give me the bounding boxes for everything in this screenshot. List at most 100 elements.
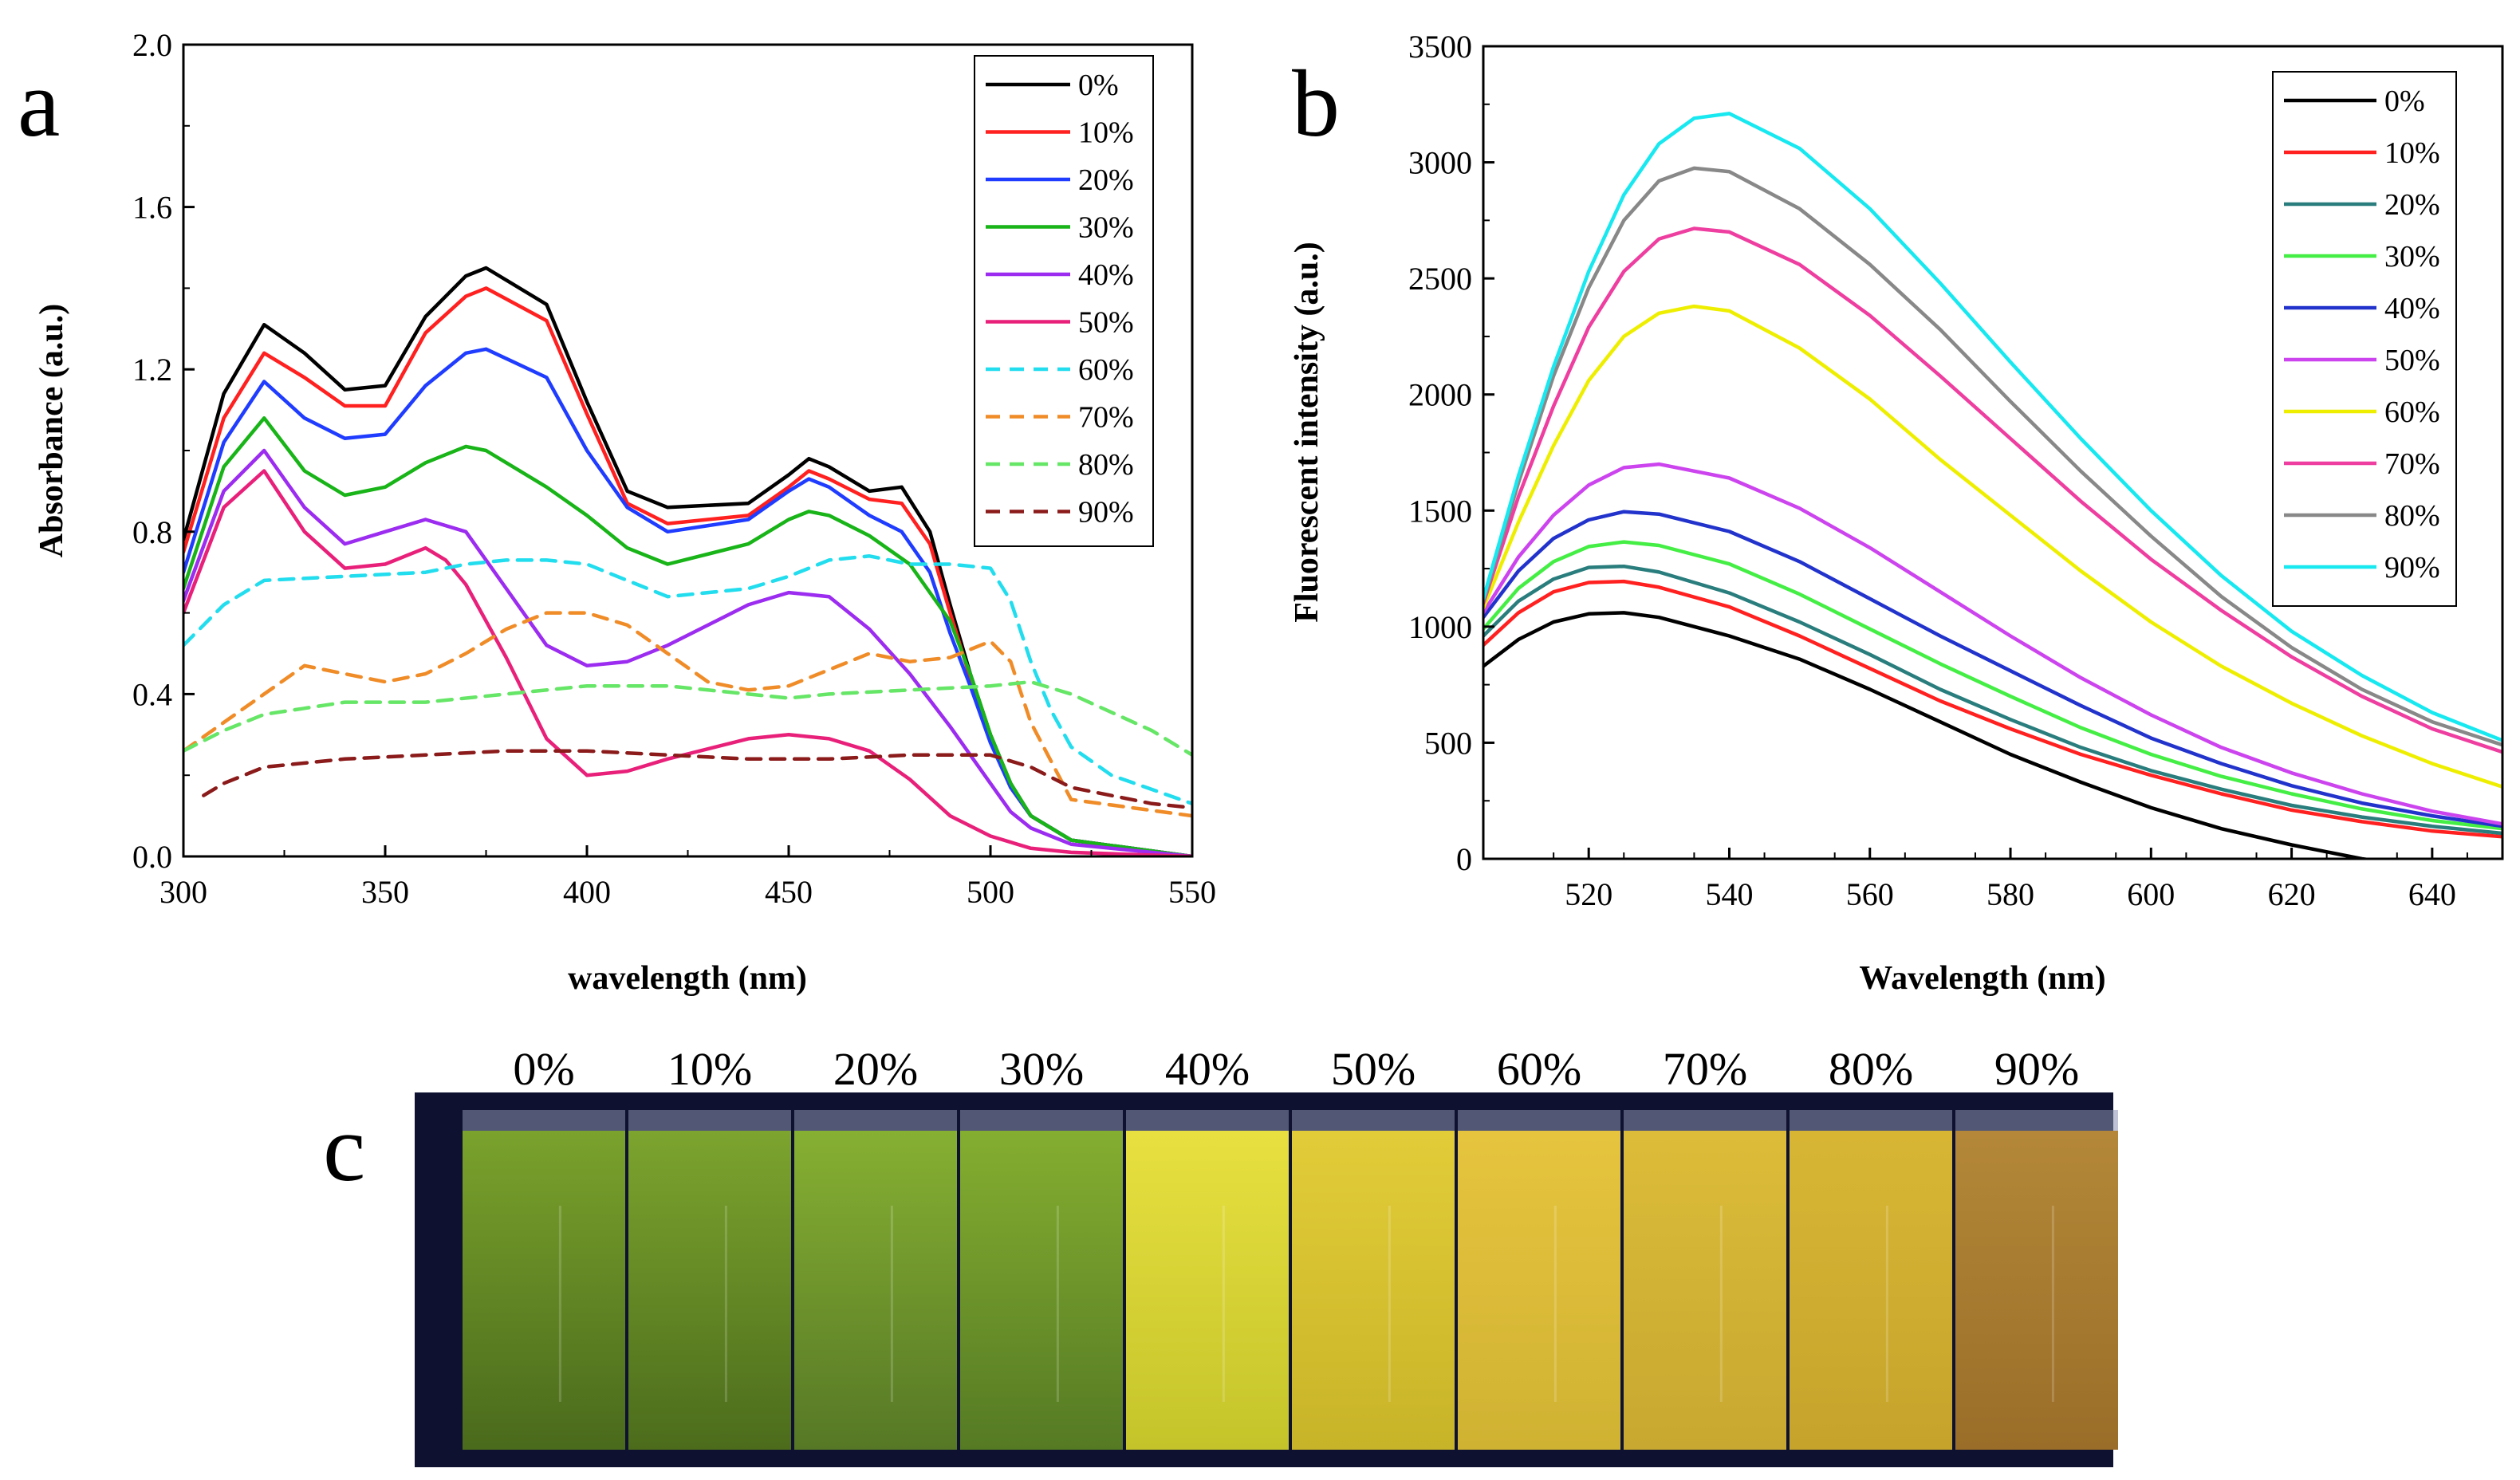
legend-label: 10% (2384, 136, 2440, 170)
vial-cap (1458, 1110, 1620, 1131)
x-tick-label: 450 (765, 874, 813, 910)
vial-liquid (1126, 1131, 1289, 1450)
series-line-80pct (183, 679, 1192, 758)
fluorescence-chart: Wavelength (nm) Fluorescent intensity (a… (1289, 29, 2504, 997)
series-line-50pct (1483, 462, 2502, 826)
x-tick-label: 520 (1565, 876, 1612, 912)
panel-letter-c: c (323, 1095, 365, 1201)
legend-label: 90% (2384, 551, 2440, 585)
x-tick-label: 640 (2408, 876, 2456, 912)
legend-label: 60% (2384, 396, 2440, 429)
y-tick-label: 2.0 (132, 27, 172, 63)
x-tick-label: 500 (967, 874, 1014, 910)
y-tick-label: 1.6 (132, 190, 172, 226)
series-line-40pct (183, 448, 1192, 856)
x-tick-label: 600 (2127, 876, 2175, 912)
y-tick-label: 2500 (1408, 261, 1472, 297)
legend-label: 80% (2384, 499, 2440, 533)
vial-liquid (1624, 1131, 1786, 1450)
x-tick-label: 580 (1986, 876, 2034, 912)
series-line-70pct (183, 611, 1192, 818)
series-line-60pct (1483, 304, 2502, 789)
vial-label: 10% (667, 1043, 752, 1095)
vial-liquid (1790, 1131, 1952, 1450)
legend-label: 20% (1078, 163, 1134, 197)
vial-liquid (628, 1131, 791, 1450)
series-line-80pct (1483, 166, 2502, 747)
vial-liquid (794, 1131, 957, 1450)
vial-label: 80% (1829, 1043, 1913, 1095)
legend-label: 70% (1078, 401, 1134, 435)
y-tick-label: 3500 (1408, 29, 1472, 65)
legend-label: 10% (1078, 116, 1134, 150)
vial-cap (1126, 1110, 1289, 1131)
vial-cap (1955, 1110, 2118, 1131)
x-tick-label: 540 (1705, 876, 1753, 912)
vial-cap (1790, 1110, 1952, 1131)
y-tick-label: 1.2 (132, 352, 172, 388)
series-line-0pct (1483, 611, 2376, 859)
panel-letter-b: b (1292, 50, 1340, 156)
series-line-70pct (1483, 226, 2502, 754)
chart-b-xlabel: Wavelength (nm) (1859, 960, 2105, 997)
y-tick-label: 1500 (1408, 493, 1472, 529)
vial-liquid (463, 1131, 625, 1450)
vial-label: 70% (1663, 1043, 1747, 1095)
vial-label: 30% (999, 1043, 1084, 1095)
legend-label: 70% (2384, 447, 2440, 481)
series-line-30pct (1483, 540, 2502, 831)
legend-label: 50% (2384, 344, 2440, 377)
legend-label: 0% (1078, 69, 1119, 102)
y-tick-label: 3000 (1408, 145, 1472, 181)
vial-cap (463, 1110, 625, 1131)
vial-cap (960, 1110, 1123, 1131)
y-tick-label: 0.4 (132, 676, 172, 712)
y-tick-label: 500 (1424, 725, 1472, 761)
legend-label: 0% (2384, 85, 2425, 118)
series-line-90pct (202, 749, 1192, 810)
series-line-20pct (1483, 564, 2502, 836)
series-line-50pct (183, 469, 1192, 856)
legend-label: 30% (1078, 211, 1134, 245)
vial-cap (628, 1110, 791, 1131)
series-line-10pct (1483, 579, 2502, 839)
y-tick-label: 1000 (1408, 609, 1472, 645)
series-line-60pct (183, 554, 1192, 806)
vial-liquid (960, 1131, 1123, 1450)
legend-label: 40% (1078, 258, 1134, 292)
legend-label: 50% (1078, 306, 1134, 340)
legend-label: 30% (2384, 240, 2440, 274)
legend-box (2272, 71, 2457, 607)
vial-cap (794, 1110, 957, 1131)
series-line-30pct (183, 416, 1192, 856)
series-line-40pct (1483, 510, 2502, 829)
vial-label: 40% (1165, 1043, 1250, 1095)
legend-label: 60% (1078, 353, 1134, 387)
vial-liquid (1458, 1131, 1620, 1450)
vial-label: 60% (1497, 1043, 1581, 1095)
chart-b-ylabel: Fluorescent intensity (a.u.) (1289, 242, 1325, 623)
vial-cap (1292, 1110, 1455, 1131)
x-tick-label: 620 (2268, 876, 2316, 912)
absorbance-chart: wavelength (nm) Absorbance (a.u.) 300 350… (33, 27, 1216, 997)
vial-liquid (1292, 1131, 1455, 1450)
chart-a-ylabel: Absorbance (a.u.) (33, 304, 70, 558)
x-tick-label: 300 (159, 874, 207, 910)
vial-label: 0% (513, 1043, 574, 1095)
y-tick-label: 0 (1456, 841, 1472, 877)
chart-a-xlabel: wavelength (nm) (568, 960, 807, 997)
vial-label: 20% (833, 1043, 918, 1095)
vial-label: 50% (1331, 1043, 1416, 1095)
legend-label: 20% (2384, 188, 2440, 222)
y-tick-label: 0.0 (132, 839, 172, 875)
vial-liquid (1955, 1131, 2118, 1450)
vial-cap (1624, 1110, 1786, 1131)
x-tick-label: 400 (563, 874, 611, 910)
legend-label: 90% (1078, 496, 1134, 529)
series-line-20pct (183, 347, 1192, 856)
series-line-90pct (1483, 112, 2502, 742)
y-tick-label: 0.8 (132, 514, 172, 550)
x-tick-label: 550 (1168, 874, 1216, 910)
vial-label: 90% (1994, 1043, 2079, 1095)
